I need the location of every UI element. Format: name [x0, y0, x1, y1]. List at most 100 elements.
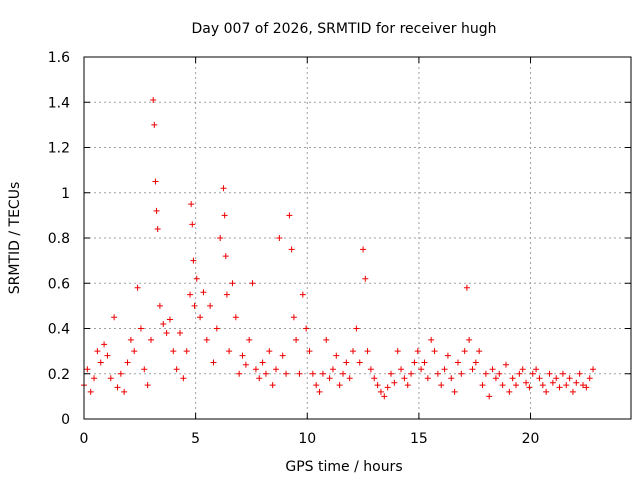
data-point [269, 382, 276, 389]
data-point [137, 325, 144, 332]
data-point [188, 201, 195, 208]
data-point [404, 382, 411, 389]
x-tick-label: 5 [191, 431, 200, 447]
data-point [303, 325, 310, 332]
x-tick-label: 20 [522, 431, 540, 447]
data-point [476, 348, 483, 355]
data-point [193, 275, 200, 282]
data-point [121, 388, 128, 395]
data-point [313, 382, 320, 389]
data-point [134, 284, 141, 291]
data-point [151, 121, 158, 128]
data-point [286, 212, 293, 219]
data-point [586, 375, 593, 382]
data-point [309, 370, 316, 377]
data-point [526, 384, 533, 391]
data-point [461, 348, 468, 355]
x-axis-label: GPS time / hours [285, 459, 402, 475]
y-axis-label: SRMTID / TECUs [7, 182, 23, 295]
data-point [276, 235, 283, 241]
data-point [249, 280, 256, 287]
data-point [117, 370, 124, 377]
data-point [183, 348, 190, 355]
axis-ticks [83, 56, 631, 420]
data-point [229, 280, 236, 287]
data-point [210, 359, 217, 366]
data-point [104, 352, 111, 359]
data-point [441, 366, 448, 373]
data-point [173, 366, 180, 373]
data-point [543, 388, 550, 395]
data-point [566, 375, 573, 382]
data-point [486, 393, 493, 400]
data-point [374, 382, 381, 389]
data-point [559, 370, 566, 377]
data-point [144, 382, 151, 389]
y-tick-label: 0.4 [48, 322, 70, 338]
data-point [279, 352, 286, 359]
data-point [177, 330, 184, 337]
data-point [516, 370, 523, 377]
data-point [343, 359, 350, 366]
data-point [94, 348, 101, 355]
y-tick-label: 1.4 [48, 95, 70, 111]
data-point [131, 348, 138, 355]
data-point [101, 341, 108, 348]
data-point [156, 302, 163, 309]
data-point [523, 379, 530, 386]
x-tick-label: 15 [410, 431, 428, 447]
data-point [360, 246, 367, 253]
data-point [147, 336, 154, 343]
data-point [152, 178, 159, 185]
data-point [414, 348, 421, 355]
data-point [236, 370, 243, 377]
data-point [306, 348, 313, 355]
x-tick-label: 10 [298, 431, 316, 447]
data-point [451, 388, 458, 395]
data-point [252, 366, 259, 373]
data-point [381, 393, 388, 400]
plot-frame [83, 56, 632, 420]
data-point [283, 370, 290, 377]
data-point [411, 359, 418, 366]
y-tick-label: 1.2 [48, 141, 70, 157]
data-point [384, 384, 391, 391]
data-point [502, 361, 509, 368]
data-point [163, 330, 170, 337]
data-point [408, 370, 415, 377]
data-point [150, 96, 157, 103]
chart-title: Day 007 of 2026, SRMTID for receiver hug… [192, 21, 497, 37]
data-point [189, 221, 196, 228]
data-point [479, 382, 486, 389]
data-point [350, 348, 357, 355]
data-point [299, 291, 306, 298]
data-point [288, 246, 295, 253]
data-point [549, 379, 556, 386]
data-point [111, 314, 118, 321]
data-point [153, 207, 160, 214]
data-point [207, 302, 214, 309]
y-tick-label: 1 [61, 186, 70, 202]
data-point [293, 336, 300, 343]
data-point [220, 185, 227, 192]
y-tick-label: 1.6 [48, 50, 70, 66]
data-point [222, 253, 229, 260]
data-point [141, 366, 148, 373]
data-point [499, 382, 506, 389]
data-point [329, 366, 336, 373]
data-point [367, 366, 374, 373]
data-point [401, 375, 408, 382]
data-point [353, 325, 360, 332]
data-point [107, 375, 114, 382]
y-tick-label: 0 [61, 412, 70, 428]
data-point [391, 379, 398, 386]
data-point [444, 352, 451, 359]
data-point [463, 284, 470, 291]
data-point [84, 366, 91, 373]
data-point [398, 366, 405, 373]
data-point [336, 382, 343, 389]
data-point [124, 359, 131, 366]
grid [84, 57, 631, 419]
data-point [434, 370, 441, 377]
data-point [160, 320, 167, 327]
